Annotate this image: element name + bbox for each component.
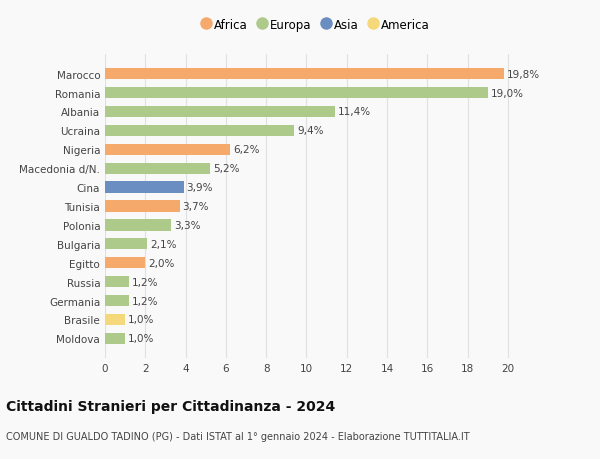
Bar — [105, 239, 148, 250]
Text: 5,2%: 5,2% — [213, 164, 239, 174]
Text: 9,4%: 9,4% — [298, 126, 324, 136]
Bar — [105, 295, 129, 307]
Text: 11,4%: 11,4% — [338, 107, 371, 117]
Text: 3,7%: 3,7% — [182, 202, 209, 212]
Bar — [105, 106, 335, 118]
Bar — [105, 163, 210, 174]
Text: 19,8%: 19,8% — [507, 69, 540, 79]
Bar — [105, 220, 172, 231]
Text: 1,0%: 1,0% — [128, 315, 155, 325]
Text: 3,3%: 3,3% — [175, 220, 201, 230]
Bar — [105, 69, 504, 80]
Text: 19,0%: 19,0% — [491, 89, 524, 98]
Bar — [105, 144, 230, 156]
Text: 1,0%: 1,0% — [128, 334, 155, 344]
Bar — [105, 257, 145, 269]
Text: 2,0%: 2,0% — [148, 258, 175, 268]
Text: 6,2%: 6,2% — [233, 145, 259, 155]
Text: 1,2%: 1,2% — [132, 277, 158, 287]
Bar — [105, 182, 184, 193]
Legend: Africa, Europa, Asia, America: Africa, Europa, Asia, America — [203, 18, 430, 32]
Text: 2,1%: 2,1% — [151, 239, 177, 249]
Bar — [105, 333, 125, 344]
Text: 1,2%: 1,2% — [132, 296, 158, 306]
Text: Cittadini Stranieri per Cittadinanza - 2024: Cittadini Stranieri per Cittadinanza - 2… — [6, 399, 335, 413]
Bar — [105, 314, 125, 325]
Bar — [105, 88, 488, 99]
Text: 3,9%: 3,9% — [187, 183, 213, 193]
Bar — [105, 276, 129, 288]
Text: COMUNE DI GUALDO TADINO (PG) - Dati ISTAT al 1° gennaio 2024 - Elaborazione TUTT: COMUNE DI GUALDO TADINO (PG) - Dati ISTA… — [6, 431, 470, 442]
Bar — [105, 201, 179, 212]
Bar — [105, 125, 295, 137]
